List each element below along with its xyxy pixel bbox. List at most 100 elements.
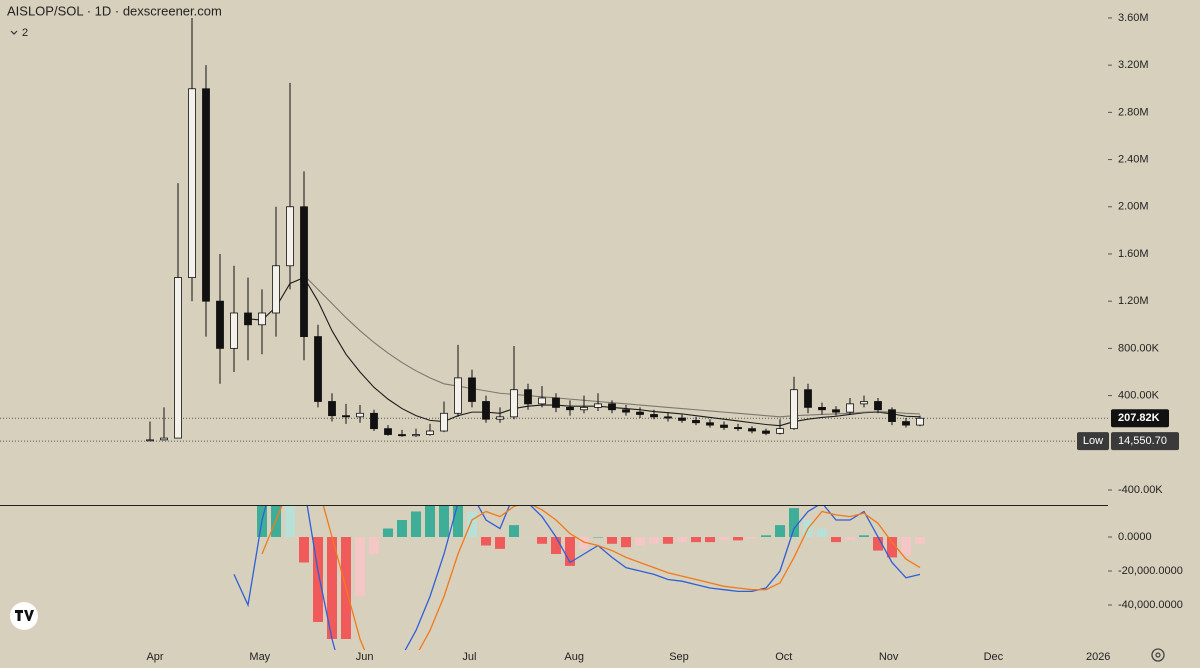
candle-body <box>594 403 602 408</box>
candle-body <box>398 434 406 437</box>
candle-body <box>678 417 686 421</box>
x-tick-label: 2026 <box>1086 651 1110 663</box>
histogram-bar <box>915 536 925 544</box>
histogram-bar <box>691 536 701 543</box>
y-tick-label: -20,000.0000 <box>1118 565 1183 577</box>
low-tag-name-box <box>1077 432 1109 451</box>
y-tick-label: 2.40M <box>1118 153 1149 165</box>
histogram-bar <box>481 536 491 546</box>
histogram-bar <box>887 536 897 558</box>
histogram-bar <box>453 506 463 537</box>
histogram-bar <box>299 536 309 563</box>
histogram-bar <box>817 528 827 537</box>
candle-body <box>202 88 210 302</box>
settings-icon-center[interactable] <box>1155 652 1161 658</box>
candle-body <box>580 406 588 411</box>
histogram-bar <box>579 536 589 549</box>
candle-body <box>300 206 308 337</box>
candle-body <box>818 406 826 411</box>
candle-body <box>286 206 294 267</box>
y-tick-label: 1.20M <box>1118 295 1149 307</box>
histogram-bar <box>285 506 295 537</box>
x-tick-label: Aug <box>564 651 584 663</box>
candle-body <box>174 277 182 439</box>
low-tag-label: 14,550.70 <box>1118 435 1167 447</box>
y-tick-label: 800.00K <box>1118 342 1160 354</box>
low-tag-box <box>1111 432 1179 451</box>
settings-icon[interactable] <box>1151 648 1165 662</box>
candle-body <box>384 428 392 435</box>
candle-body <box>762 430 770 434</box>
logo-circle[interactable] <box>10 602 38 630</box>
low-tag-name: Low <box>1083 435 1103 447</box>
logo-glyph[interactable] <box>15 610 34 621</box>
y-tick-label: 1.60M <box>1118 248 1149 260</box>
candle-body <box>272 265 280 314</box>
x-tick-label: Sep <box>669 651 689 663</box>
x-tick-label: Jun <box>356 651 374 663</box>
histogram-bar <box>845 536 855 541</box>
y-tick-label: -400.00K <box>1118 484 1163 496</box>
histogram-bar <box>747 536 757 539</box>
tradingview-logo[interactable] <box>10 602 38 630</box>
candle-body <box>608 403 616 411</box>
histogram-bar <box>537 536 547 544</box>
candle-body <box>216 300 224 349</box>
histogram-bar <box>831 536 841 543</box>
candle-body <box>328 401 336 417</box>
candle-body <box>916 417 924 426</box>
histogram-bar <box>761 535 771 537</box>
candle-body <box>650 414 658 418</box>
indicator-count[interactable]: 2 <box>22 27 28 39</box>
indicator-toggle[interactable] <box>10 30 18 35</box>
candle-body <box>244 312 252 326</box>
candle-body <box>496 416 504 420</box>
histogram-bar <box>495 536 505 549</box>
histogram-bar <box>383 528 393 537</box>
histogram-bar <box>397 519 407 537</box>
candle-body <box>412 434 420 437</box>
histogram-bar <box>467 511 477 537</box>
x-tick-label: May <box>249 651 270 663</box>
histogram-bar <box>439 506 449 537</box>
candle-body <box>734 427 742 430</box>
candle-body <box>636 411 644 415</box>
y-tick-label: 2.00M <box>1118 201 1149 213</box>
histogram-bar <box>775 525 785 537</box>
y-tick-label: 2.80M <box>1118 106 1149 118</box>
signal-line <box>261 506 921 650</box>
histogram-bar <box>425 506 435 537</box>
histogram-bar <box>719 536 729 541</box>
candle-body <box>776 428 784 434</box>
candle-body <box>832 409 840 413</box>
candle-body <box>664 416 672 419</box>
candle-body <box>146 439 154 442</box>
y-tick-label: -40,000.0000 <box>1118 599 1183 611</box>
candle-body <box>188 88 196 278</box>
x-tick-label: Dec <box>984 651 1004 663</box>
candle-body <box>230 312 238 349</box>
candle-body <box>524 389 532 405</box>
candle-body <box>426 430 434 435</box>
histogram-bar <box>411 511 421 537</box>
axes: 3.60M 3.20M 2.80M 2.40M 2.00M 1.60M 1.20M 800.0… <box>146 12 1182 663</box>
histogram-bar <box>509 525 519 537</box>
x-tick-label: Jul <box>462 651 476 663</box>
candle-body <box>510 389 518 418</box>
candle-body <box>804 389 812 408</box>
candle-body <box>888 409 896 422</box>
histogram-bar <box>635 536 645 546</box>
histogram-bar <box>873 536 883 551</box>
histogram-bar <box>607 536 617 544</box>
candle-body <box>454 377 462 414</box>
candle-body <box>440 412 448 432</box>
candle-body <box>468 377 476 402</box>
candle-body <box>482 401 490 420</box>
settings-button[interactable] <box>1151 648 1165 662</box>
candle-body <box>902 421 910 426</box>
y-tick-label: 0.0000 <box>1118 531 1152 543</box>
histogram-bar <box>649 536 659 544</box>
